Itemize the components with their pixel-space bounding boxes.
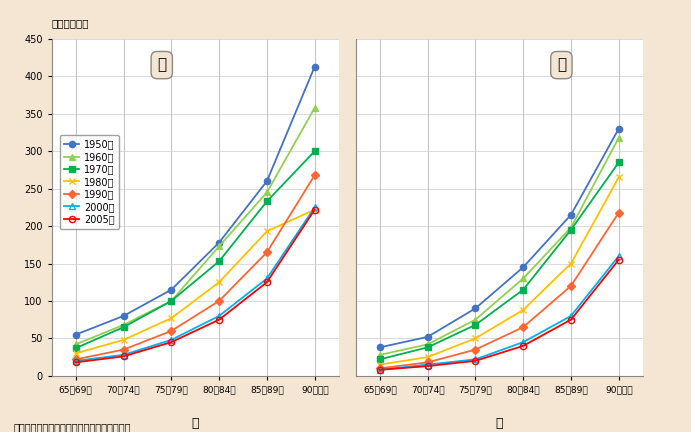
- Text: （人口千対）: （人口千対）: [52, 18, 89, 28]
- Legend: 1950年, 1960年, 1970年, 1980年, 1990年, 2000年, 2005年: 1950年, 1960年, 1970年, 1980年, 1990年, 2000年…: [59, 135, 120, 229]
- Text: 資料：厚生労働省「人口動態統計」より作成: 資料：厚生労働省「人口動態統計」より作成: [14, 422, 131, 432]
- Text: 男: 男: [192, 417, 199, 430]
- Text: 男: 男: [157, 57, 167, 73]
- Text: 女: 女: [496, 417, 503, 430]
- Text: 女: 女: [557, 57, 566, 73]
